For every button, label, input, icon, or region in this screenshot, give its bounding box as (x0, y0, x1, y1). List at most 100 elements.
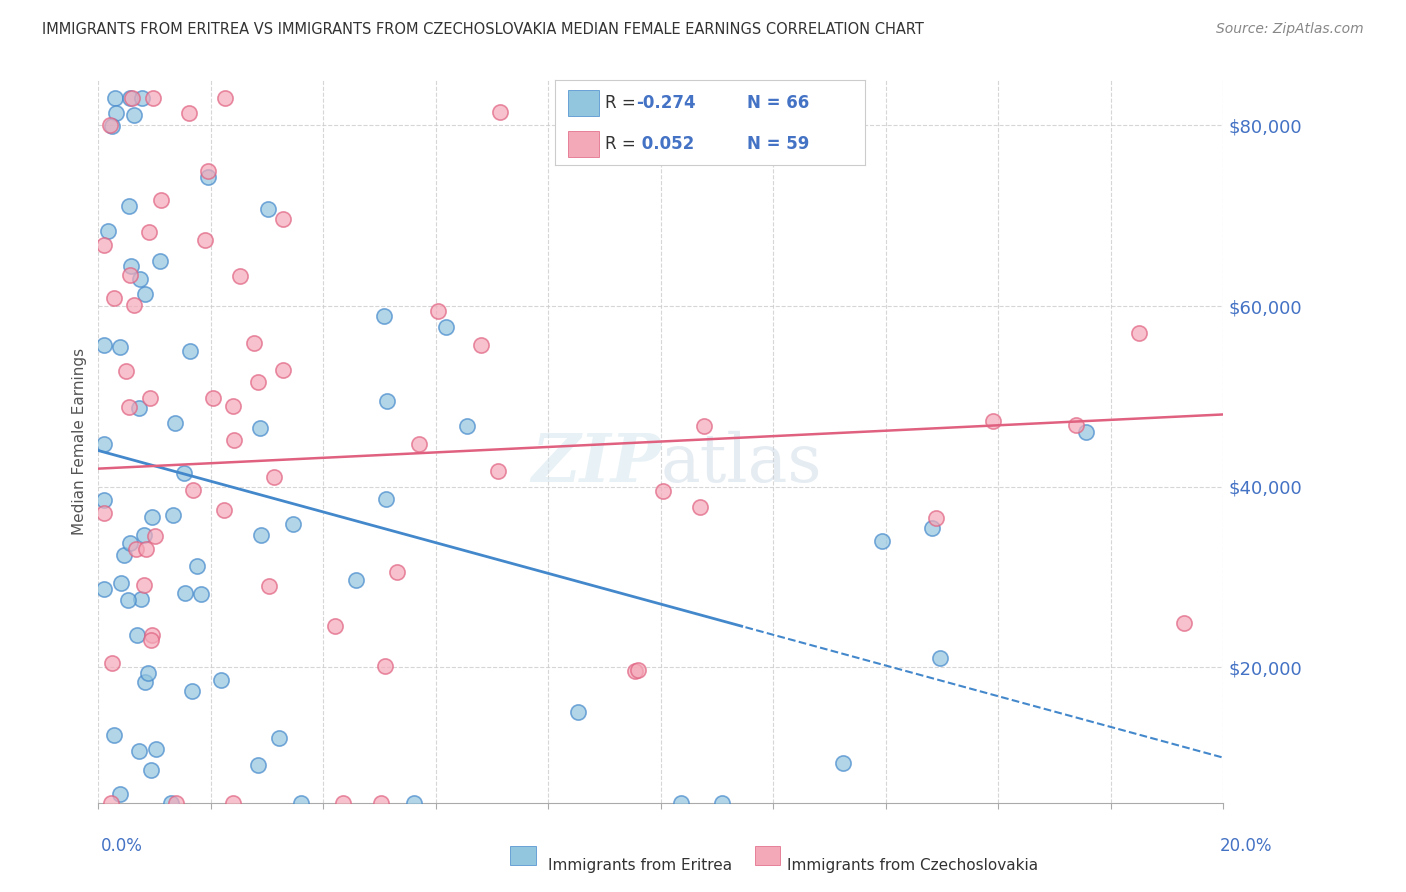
Point (370, 796, 392, 810)
FancyBboxPatch shape (568, 90, 599, 116)
Text: atlas: atlas (661, 431, 823, 496)
Point (290, 796, 312, 810)
Point (93, 506, 115, 520)
Point (179, 105, 201, 120)
Point (98, 119, 121, 133)
Point (256, 202, 278, 216)
Point (249, 528, 271, 542)
Point (118, 91, 141, 105)
Point (121, 91, 143, 105)
Point (194, 233, 217, 247)
Point (212, 502, 235, 516)
Point (374, 492, 396, 507)
Text: Immigrants from Eritrea: Immigrants from Eritrea (548, 858, 733, 873)
Point (1173, 616, 1195, 631)
Point (651, 483, 673, 498)
Point (387, 566, 409, 580)
Point (246, 375, 269, 389)
Point (110, 576, 132, 591)
Point (134, 541, 156, 556)
Text: 0.0%: 0.0% (101, 837, 143, 855)
Point (100, 796, 122, 810)
Point (149, 253, 172, 268)
Point (470, 337, 492, 351)
Point (103, 291, 125, 305)
Point (117, 593, 139, 607)
Point (104, 91, 127, 105)
Point (271, 363, 294, 377)
Text: Immigrants from Czechoslovakia: Immigrants from Czechoslovakia (787, 858, 1039, 873)
Point (332, 796, 354, 810)
Point (181, 683, 204, 698)
Point (243, 336, 266, 351)
Point (981, 414, 1004, 428)
Point (627, 663, 650, 677)
Point (131, 91, 153, 105)
Point (181, 483, 204, 497)
Point (693, 419, 716, 434)
Point (162, 508, 184, 523)
Point (489, 104, 512, 119)
Point (257, 579, 280, 593)
Point (117, 400, 139, 414)
Point (118, 536, 141, 550)
Point (141, 510, 163, 524)
Point (375, 393, 398, 408)
Text: ZIP: ZIP (531, 431, 661, 496)
Point (197, 170, 219, 185)
Point (271, 211, 294, 226)
Point (567, 706, 589, 720)
Point (142, 91, 165, 105)
Point (134, 287, 156, 301)
Point (427, 304, 450, 318)
Point (124, 108, 146, 122)
Point (120, 259, 142, 273)
Text: -0.274: -0.274 (636, 95, 696, 112)
Point (456, 419, 478, 434)
Point (132, 528, 155, 542)
Point (97, 224, 120, 238)
Point (127, 628, 149, 642)
Text: N = 66: N = 66 (747, 95, 810, 112)
Point (921, 521, 943, 535)
Point (138, 225, 160, 239)
Point (373, 309, 395, 323)
Point (434, 319, 457, 334)
Point (186, 559, 208, 574)
Point (110, 787, 132, 801)
Point (145, 741, 167, 756)
Point (344, 573, 367, 587)
Point (870, 533, 893, 548)
Point (132, 578, 155, 592)
Point (925, 510, 948, 524)
Point (165, 416, 187, 430)
Point (669, 796, 692, 810)
FancyBboxPatch shape (568, 131, 599, 157)
Point (1074, 425, 1097, 439)
Point (190, 587, 212, 601)
Point (281, 517, 304, 532)
Point (128, 744, 150, 758)
Point (93, 338, 115, 352)
Point (138, 666, 160, 681)
Point (128, 271, 150, 285)
Point (122, 298, 145, 312)
Point (108, 340, 131, 354)
Point (93, 582, 115, 597)
Point (404, 796, 426, 810)
Point (1128, 326, 1150, 340)
Point (134, 675, 156, 690)
Point (101, 656, 124, 670)
Point (263, 469, 285, 483)
Point (711, 796, 734, 810)
Point (221, 796, 243, 810)
Point (93, 437, 115, 451)
Point (249, 421, 271, 435)
Text: 20.0%: 20.0% (1220, 837, 1272, 855)
Text: 0.052: 0.052 (636, 135, 695, 153)
Point (209, 673, 232, 687)
Point (118, 198, 141, 212)
Point (224, 434, 246, 448)
Point (114, 364, 136, 378)
Point (165, 796, 187, 810)
